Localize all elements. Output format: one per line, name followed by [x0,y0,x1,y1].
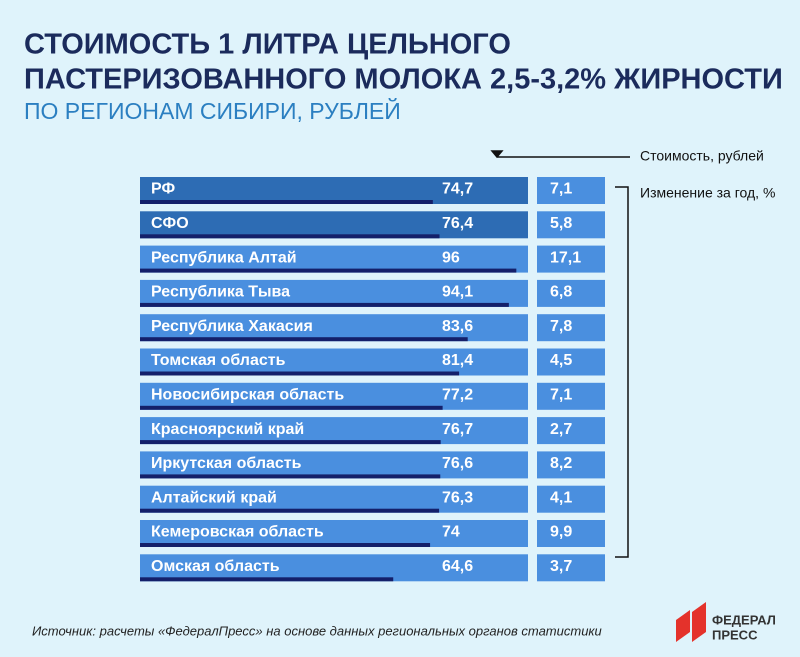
change-cell [537,245,605,273]
change-label: 4,1 [550,489,572,506]
logo-icon [676,602,706,642]
change-label: 7,8 [550,318,572,335]
bar [140,268,517,273]
row-background [140,451,528,479]
value-label: 74,7 [442,181,473,198]
bar [140,543,431,547]
value-label: 81,4 [442,352,473,369]
bar [140,577,394,582]
source: Источник: расчеты «ФедералПресс» на осно… [32,623,602,638]
category-label: Томская область [151,352,286,369]
legend-label: Изменение за год, % [640,185,775,201]
value-label: 76,3 [442,489,473,506]
legend-arrow [490,150,630,159]
category-label: Красноярский край [151,421,304,438]
row-background [140,211,528,239]
bar [140,200,433,204]
chart-title: СТОИМОСТЬ 1 ЛИТРА ЦЕЛЬНОГО [24,29,511,61]
change-cell [537,382,605,410]
bar [140,302,509,307]
bar [140,474,441,479]
change-label: 2,7 [550,421,572,438]
row-background [140,485,528,513]
bar [140,337,468,342]
row-background [140,382,528,410]
chart-title: ПАСТЕРИЗОВАННОГО МОЛОКА 2,5-3,2% ЖИРНОСТ… [24,64,783,96]
chart-subtitle: ПО РЕГИОНАМ СИБИРИ, РУБЛЕЙ [24,97,401,124]
category-label: Кемеровская область [151,524,324,541]
row-background [140,417,528,445]
change-cell [537,554,605,582]
category-label: Республика Алтай [151,249,297,266]
bar [140,234,440,239]
change-cell [537,279,605,307]
change-label: 6,8 [550,284,572,301]
category-label: Новосибирская область [151,387,344,404]
row-background [140,314,528,342]
row-background [140,348,528,376]
logo: ФЕДЕРАЛ ПРЕСС [676,602,776,642]
logo-text: ФЕДЕРАЛ [712,612,776,627]
value-label: 74 [442,524,460,541]
bar [140,405,443,410]
legend-bracket [615,186,629,558]
change-cell [537,177,605,204]
value-label: 76,7 [442,421,473,438]
change-label: 9,9 [550,524,572,541]
row-background [140,554,528,582]
change-cell [537,211,605,239]
change-cell [537,520,605,547]
category-label: Алтайский край [151,489,277,506]
change-cell [537,417,605,445]
change-cell [537,451,605,479]
change-label: 4,5 [550,352,572,369]
category-label: Иркутская область [151,455,302,472]
value-label: 83,6 [442,318,473,335]
category-label: РФ [151,181,175,198]
change-label: 7,1 [550,387,572,404]
row-background [140,245,528,273]
value-label: 94,1 [442,284,473,301]
category-label: Омская область [151,558,280,575]
category-label: Республика Хакасия [151,318,313,335]
change-label: 17,1 [550,249,581,266]
change-cell [537,485,605,513]
category-label: СФО [151,215,189,232]
row-background [140,520,528,547]
value-label: 96 [442,249,460,266]
bar [140,440,441,445]
category-label: Республика Тыва [151,284,290,301]
bar [140,508,440,513]
row-background [140,177,528,204]
change-label: 7,1 [550,181,572,198]
change-label: 5,8 [550,215,572,232]
value-label: 76,6 [442,455,473,472]
bar [140,371,460,376]
legend-label: Стоимость, рублей [640,148,764,164]
change-cell [537,348,605,376]
value-label: 77,2 [442,387,473,404]
row-background [140,279,528,307]
value-label: 64,6 [442,558,473,575]
value-label: 76,4 [442,215,473,232]
change-label: 8,2 [550,455,572,472]
change-label: 3,7 [550,558,572,575]
change-cell [537,314,605,342]
logo-text: ПРЕСС [712,627,758,642]
